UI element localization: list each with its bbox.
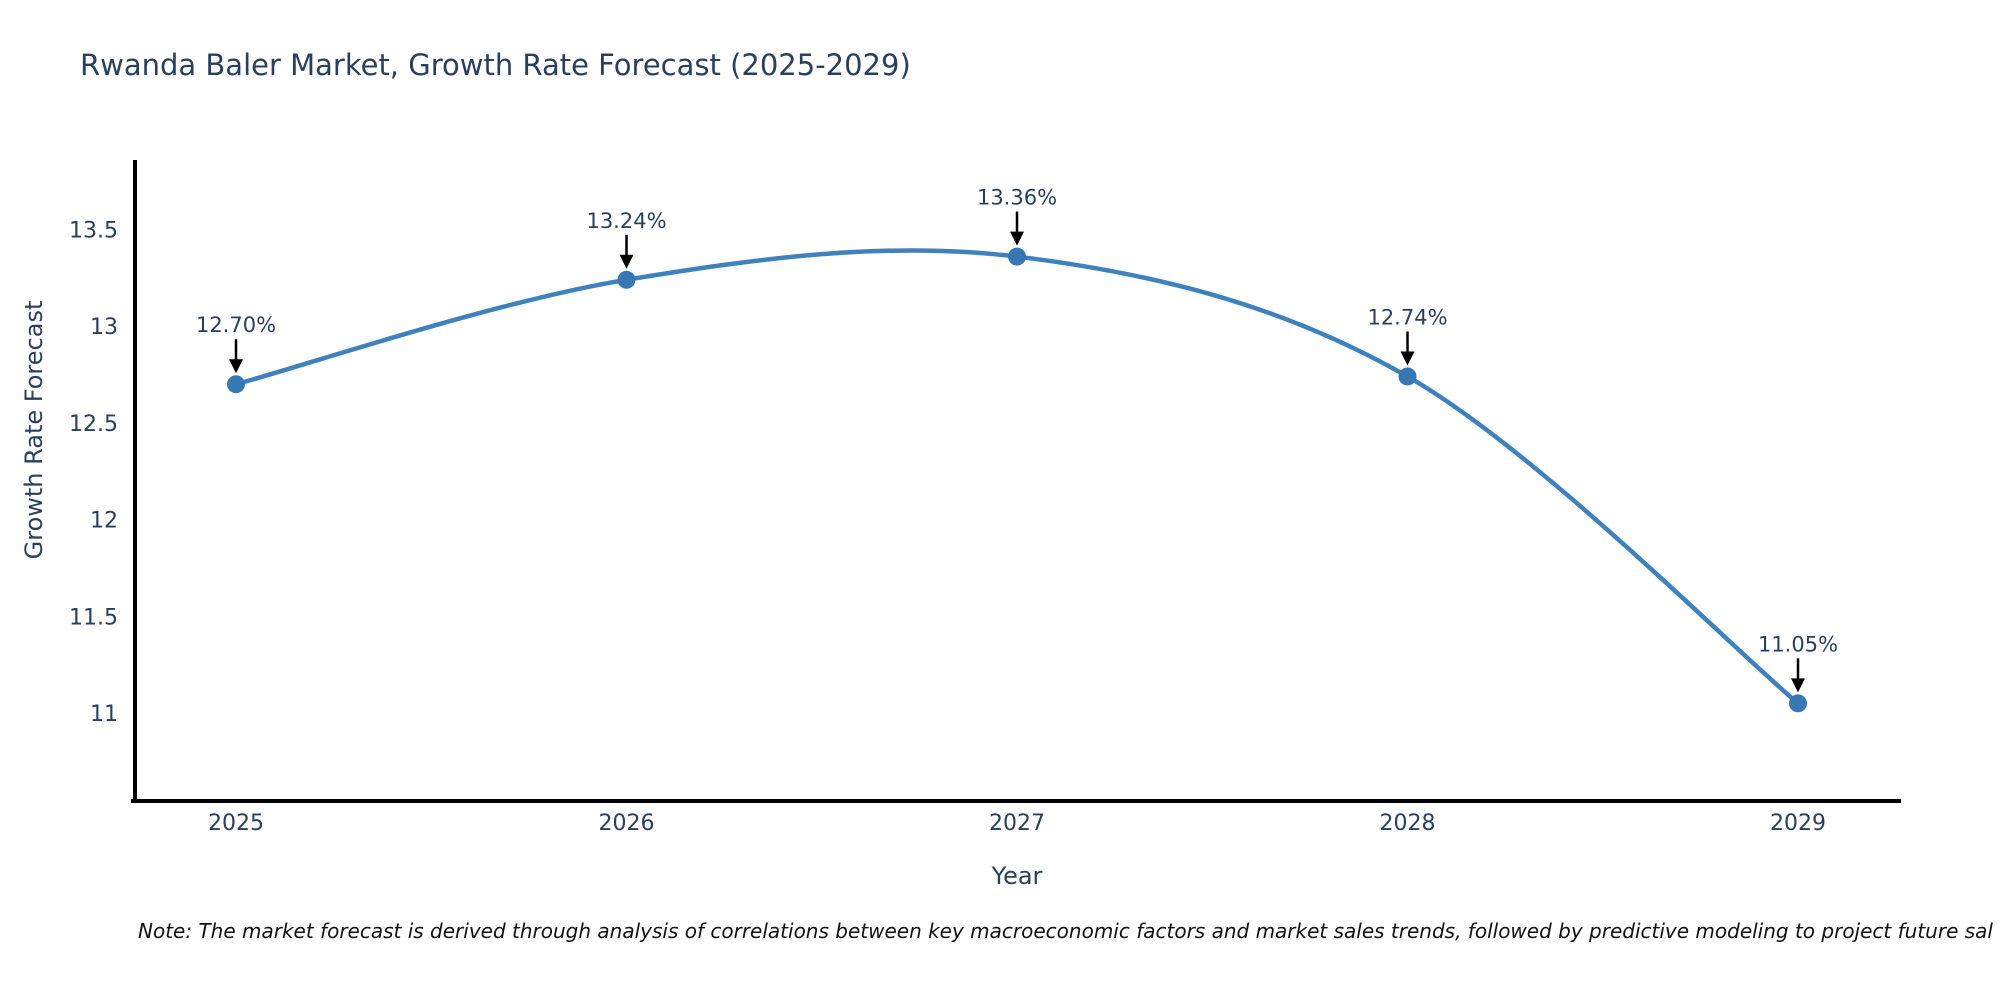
data-point-marker[interactable] (617, 270, 636, 289)
y-tick-label: 13 (90, 315, 118, 340)
y-tick-label: 13.5 (69, 219, 118, 244)
series-line (233, 248, 1801, 706)
x-tick-label: 2027 (989, 811, 1045, 836)
annotation-arrowhead-icon (1010, 231, 1024, 246)
data-point-marker[interactable] (1789, 694, 1807, 713)
annotation-arrowhead-icon (229, 359, 243, 374)
annotation-arrowhead-icon (619, 254, 634, 269)
annotation-arrowhead-icon (1400, 351, 1415, 366)
data-point-marker[interactable] (1398, 367, 1417, 386)
x-tick-label: 2025 (208, 811, 264, 836)
y-tick-label: 11.5 (69, 605, 118, 630)
chart-title: Rwanda Baler Market, Growth Rate Forecas… (80, 48, 911, 82)
x-axis-title: Year (991, 862, 1043, 890)
y-axis-title: Growth Rate Forecast (20, 301, 48, 560)
y-tick-label: 12 (90, 509, 118, 534)
annotation-arrowhead-icon (1791, 678, 1805, 693)
x-tick-label: 2028 (1380, 811, 1436, 836)
annotation-label: 12.70% (196, 313, 276, 337)
y-tick-label: 12.5 (69, 412, 118, 437)
data-point-marker[interactable] (227, 375, 245, 394)
annotation-label: 13.36% (977, 186, 1057, 210)
annotation-label: 13.24% (586, 209, 666, 233)
annotation-label: 12.74% (1367, 305, 1447, 329)
y-tick-label: 11 (90, 702, 118, 727)
annotation-label: 11.05% (1758, 632, 1838, 656)
x-tick-label: 2029 (1770, 811, 1826, 836)
footnote: Note: The market forecast is derived thr… (138, 919, 1993, 943)
x-tick-label: 2026 (599, 811, 655, 836)
data-point-marker[interactable] (1008, 247, 1026, 266)
